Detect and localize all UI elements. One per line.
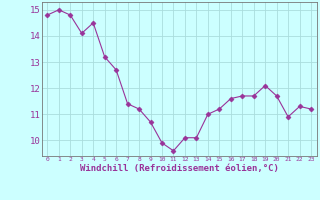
X-axis label: Windchill (Refroidissement éolien,°C): Windchill (Refroidissement éolien,°C) [80,164,279,173]
